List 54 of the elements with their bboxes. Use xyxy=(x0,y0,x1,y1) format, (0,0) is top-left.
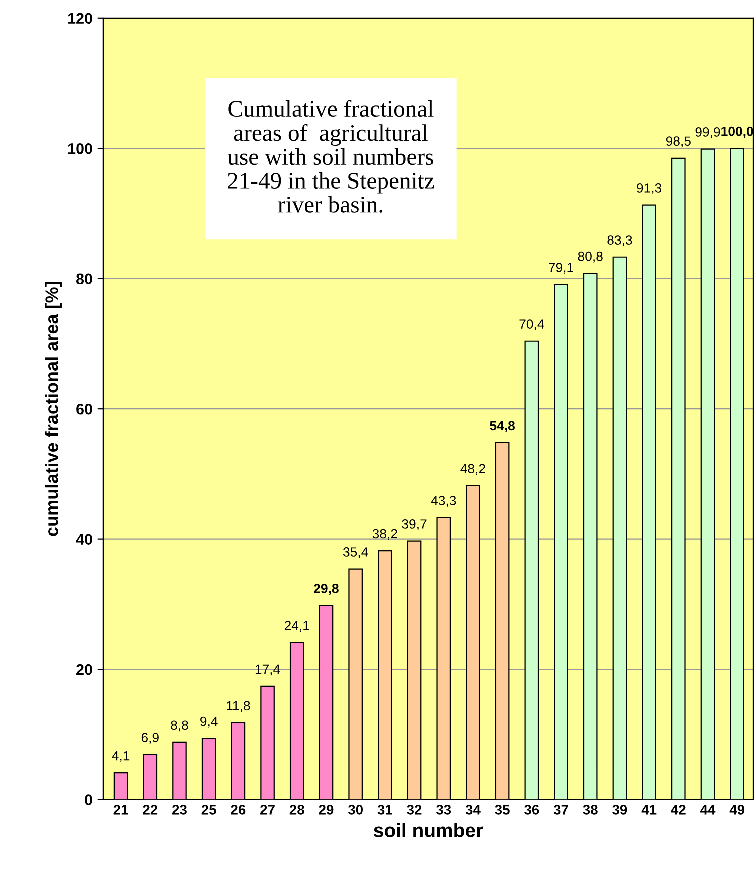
data-label: 8,8 xyxy=(171,720,188,732)
data-label: 4,1 xyxy=(112,752,130,762)
x-tick-label: 29 xyxy=(319,805,334,815)
y-axis-title: cumulative fractional area [%] xyxy=(45,282,62,536)
x-axis-title: soil number xyxy=(374,823,484,838)
x-tick-label: 30 xyxy=(348,805,363,815)
data-label: 38,2 xyxy=(372,529,398,540)
y-tick-label: 120 xyxy=(68,13,92,24)
y-tick-label: 100 xyxy=(68,143,92,154)
y-tick-label: 80 xyxy=(76,274,92,285)
data-label: 70,4 xyxy=(520,320,544,331)
x-tick-label: 26 xyxy=(231,805,246,815)
data-label: 11,8 xyxy=(227,701,250,712)
data-label: 98,5 xyxy=(666,136,691,148)
data-label: 43,3 xyxy=(431,496,456,508)
data-label: 17,4 xyxy=(256,664,280,676)
x-tick-label: 25 xyxy=(202,805,216,815)
x-tick-label: 32 xyxy=(407,805,422,815)
data-label: 99,9 xyxy=(696,128,720,138)
x-tick-label: 49 xyxy=(730,805,745,815)
data-label: 29,8 xyxy=(314,584,339,596)
y-tick-label: 0 xyxy=(85,794,92,806)
data-label: 39,7 xyxy=(402,520,427,530)
data-label: 80,8 xyxy=(578,252,603,263)
x-tick-label: 36 xyxy=(524,805,540,815)
x-tick-label: 27 xyxy=(260,805,275,815)
data-label: 24,1 xyxy=(284,621,310,632)
data-label: 48,2 xyxy=(460,464,486,476)
data-label: 9,4 xyxy=(200,716,218,728)
x-tick-label: 33 xyxy=(436,805,452,815)
x-tick-label: 37 xyxy=(554,805,568,815)
x-tick-label: 38 xyxy=(583,805,598,815)
data-label: 54,8 xyxy=(490,421,515,432)
x-tick-label: 22 xyxy=(143,805,158,815)
data-label: 100,0 xyxy=(722,126,754,138)
y-tick-label: 60 xyxy=(76,404,92,415)
x-tick-label: 35 xyxy=(495,805,510,815)
x-tick-label: 44 xyxy=(700,805,716,815)
x-tick-label: 42 xyxy=(671,805,686,815)
y-tick-label: 40 xyxy=(76,534,92,546)
data-label: 35,4 xyxy=(343,548,368,558)
x-tick-label: 23 xyxy=(172,805,187,815)
data-label: 79,1 xyxy=(549,263,574,274)
data-label: 83,3 xyxy=(608,236,632,247)
x-tick-label: 41 xyxy=(642,805,657,815)
x-tick-label: 34 xyxy=(466,805,481,815)
data-label: 91,3 xyxy=(637,184,662,194)
x-tick-label: 28 xyxy=(290,805,304,815)
text: Cumulative fractional areas of agricultural use with soil numbers 21-49 in the Stepenitz river basin. xyxy=(228,100,434,213)
y-tick-label: 20 xyxy=(76,664,92,676)
x-tick-label: 39 xyxy=(612,805,628,815)
x-tick-label: 21 xyxy=(114,805,128,815)
x-tick-label: 31 xyxy=(378,805,393,815)
data-label: 6,9 xyxy=(142,733,159,744)
